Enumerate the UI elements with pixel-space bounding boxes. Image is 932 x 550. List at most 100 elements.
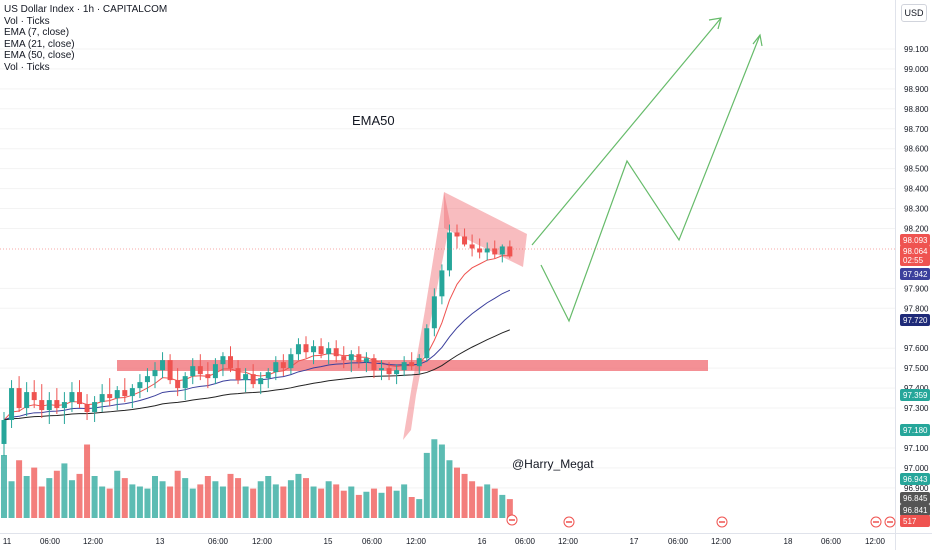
- candle-body: [280, 362, 286, 369]
- volume-bar: [431, 439, 438, 518]
- price-tick-label: 98.700: [904, 125, 929, 134]
- price-tick-label: 97.500: [904, 364, 929, 373]
- price-tick-label: 97.800: [904, 304, 929, 313]
- price-axis: 99.100 99.000 98.900 98.800 98.700 98.600 98.5…: [904, 45, 929, 493]
- candle-body: [265, 372, 271, 379]
- volume-bar: [99, 486, 106, 518]
- volume-bar: [136, 486, 143, 518]
- candle-body: [1, 420, 7, 444]
- price-tick-label: 97.400: [904, 384, 929, 393]
- volume-bar: [121, 478, 128, 518]
- candle-body: [326, 348, 332, 355]
- candle-body: [9, 388, 15, 421]
- volume-bar: [469, 481, 476, 518]
- author-watermark: @Harry_Megat: [512, 457, 594, 471]
- volume-bar: [401, 484, 408, 518]
- candle-body: [356, 354, 362, 363]
- time-tick-label: 06:00: [821, 537, 842, 546]
- volume-bar: [325, 481, 332, 518]
- price-label-text: 97.942: [903, 270, 928, 279]
- volume-bar: [227, 473, 234, 518]
- candle-body: [144, 376, 150, 383]
- candle-body: [341, 356, 347, 361]
- candle-body: [182, 376, 188, 389]
- time-tick-label: 15: [324, 537, 333, 546]
- volume-bar: [182, 478, 189, 518]
- volume-bar: [189, 488, 196, 518]
- volume-bar: [197, 484, 204, 518]
- candle-body: [484, 248, 490, 253]
- price-tick-label: 98.600: [904, 145, 929, 154]
- volume-bar: [484, 484, 491, 518]
- candle-body: [492, 248, 498, 255]
- candle-body: [469, 244, 475, 249]
- candle-body: [507, 246, 513, 257]
- candle-body: [318, 346, 324, 355]
- time-tick-label: 12:00: [558, 537, 579, 546]
- volume-bar: [159, 481, 166, 518]
- volume-bar: [76, 473, 83, 518]
- candle-body: [295, 344, 301, 355]
- volume-bar: [363, 491, 370, 518]
- volume-bar: [61, 463, 68, 518]
- candle-body: [175, 380, 181, 389]
- candle-body: [424, 328, 430, 359]
- volume-bar: [408, 497, 415, 518]
- volume-bar: [8, 481, 15, 518]
- volume-bar: [416, 499, 423, 518]
- time-tick-label: 06:00: [668, 537, 689, 546]
- volume-bar: [499, 494, 506, 518]
- volume-bar: [386, 486, 393, 518]
- volume-bar: [265, 476, 272, 518]
- candle-body: [77, 392, 82, 405]
- candle-body: [311, 346, 317, 353]
- volume-bar: [446, 460, 453, 518]
- time-tick-label: 12:00: [252, 537, 273, 546]
- time-tick-label: 11: [3, 537, 12, 546]
- volume-bar: [106, 488, 113, 518]
- candle-body: [477, 248, 483, 253]
- candle-body: [250, 374, 256, 385]
- indicator-ema7[interactable]: EMA (7, close): [4, 27, 70, 38]
- candle-body: [394, 370, 400, 375]
- price-label-text: 96.841: [903, 506, 928, 515]
- candle-body: [205, 374, 211, 379]
- indicator-ema21[interactable]: EMA (21, close): [4, 38, 75, 50]
- price-label-text: 97.180: [903, 426, 928, 435]
- price-label-tag: [900, 389, 930, 401]
- flagpole-zone: [403, 192, 450, 440]
- candle-body: [69, 392, 75, 403]
- candle-body: [152, 370, 158, 377]
- candle-body: [371, 358, 377, 371]
- arrow-head-2: [752, 33, 763, 47]
- volume-bar: [250, 488, 257, 518]
- candle-body: [107, 394, 113, 399]
- time-tick-label: 17: [630, 537, 639, 546]
- price-label-text: 97.720: [903, 316, 928, 325]
- volume-bar: [68, 480, 75, 518]
- ema50-line: [3, 329, 511, 421]
- indicator-ema50[interactable]: EMA (50, close): [4, 50, 75, 61]
- candle-body: [273, 362, 279, 373]
- candle-body: [386, 368, 392, 375]
- time-tick-label: 06:00: [208, 537, 229, 546]
- candle-body: [462, 236, 468, 245]
- volume-bar: [212, 481, 219, 518]
- indicator-vol-2[interactable]: Vol · Ticks: [4, 61, 50, 73]
- volume-bar: [287, 480, 294, 518]
- currency-button[interactable]: USD: [901, 4, 927, 22]
- volume-bar: [348, 486, 355, 518]
- symbol-title[interactable]: US Dollar Index · 1h · CAPITALCOM: [4, 4, 168, 15]
- price-label-tag: [900, 492, 930, 504]
- volume-bar: [318, 488, 325, 518]
- price-label-tag: [900, 515, 930, 527]
- volume-bar: [46, 478, 53, 518]
- indicator-vol[interactable]: Vol · Ticks: [4, 15, 50, 27]
- drawing-zones: [117, 192, 708, 440]
- price-label-tag: [900, 314, 930, 326]
- candle-body: [409, 362, 415, 367]
- candle-body: [24, 392, 30, 409]
- volume-bar: [167, 486, 174, 518]
